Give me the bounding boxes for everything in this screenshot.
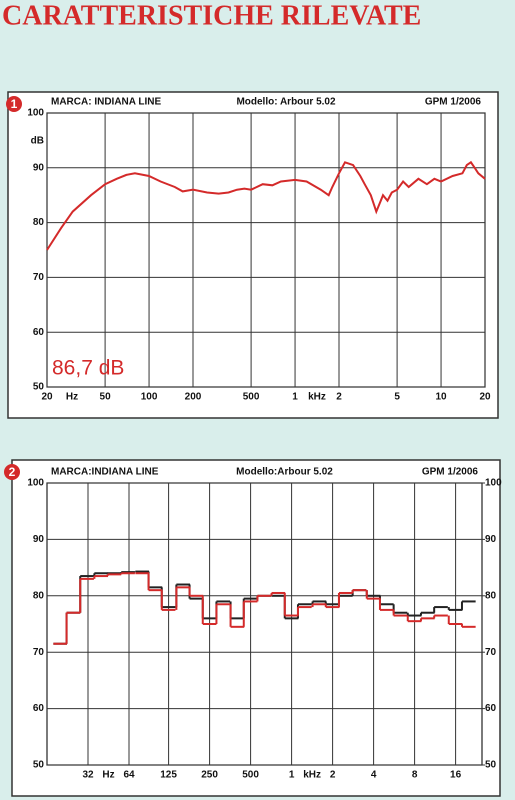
- badge-circle: [6, 96, 22, 112]
- badge: 1: [11, 97, 18, 111]
- badge-circle: [4, 464, 20, 480]
- x-unit: kHz: [308, 392, 326, 403]
- y-tick-label: 50: [33, 760, 45, 771]
- y2-tick-label: 60: [485, 703, 497, 714]
- y-tick-label: 50: [33, 382, 45, 393]
- page-title: CARATTERISTICHE RILEVATE: [2, 0, 421, 31]
- x-tick-label: 20: [41, 392, 53, 403]
- x-tick-label: 20: [479, 392, 491, 403]
- x-tick-label: 100: [141, 392, 158, 403]
- brand: MARCA:INDIANA LINE: [51, 467, 159, 478]
- plot-area: [46, 482, 483, 766]
- source: GPM 1/2006: [425, 97, 482, 108]
- x-tick-label: 2: [336, 392, 342, 403]
- y-tick-label: 100: [27, 478, 44, 489]
- plot-area: [46, 112, 486, 388]
- y-tick-label: 80: [33, 217, 45, 228]
- y-tick-label: 70: [33, 647, 45, 658]
- x-tick-label: 64: [123, 770, 135, 781]
- y-unit: dB: [31, 136, 44, 147]
- x-tick-label: 2: [330, 770, 336, 781]
- y2-tick-label: 80: [485, 590, 497, 601]
- x-unit: Hz: [102, 770, 114, 781]
- x-tick-label: 50: [100, 392, 112, 403]
- y-tick-label: 90: [33, 162, 45, 173]
- y2-tick-label: 100: [485, 478, 502, 489]
- x-tick-label: 500: [242, 770, 259, 781]
- x-tick-label: 8: [412, 770, 418, 781]
- x-tick-label: 5: [394, 392, 400, 403]
- y2-tick-label: 50: [485, 760, 497, 771]
- x-tick-label: 10: [435, 392, 447, 403]
- y-tick-label: 90: [33, 534, 45, 545]
- x-tick-label: 125: [160, 770, 177, 781]
- x-tick-label: 250: [201, 770, 218, 781]
- annotation: 86,7 dB: [52, 357, 124, 380]
- badge: 2: [9, 465, 16, 479]
- x-unit: kHz: [303, 770, 321, 781]
- model: Modello: Arbour 5.02: [236, 97, 336, 108]
- x-tick-label: 200: [185, 392, 202, 403]
- y-tick-label: 100: [27, 108, 44, 119]
- model: Modello:Arbour 5.02: [236, 467, 333, 478]
- x-tick-label: 1: [292, 392, 298, 403]
- y-tick-label: 70: [33, 272, 45, 283]
- x-tick-label: 1: [289, 770, 295, 781]
- y-tick-label: 60: [33, 703, 45, 714]
- y2-tick-label: 70: [485, 647, 497, 658]
- response-line: [46, 160, 486, 251]
- source: GPM 1/2006: [422, 467, 479, 478]
- y-tick-label: 80: [33, 590, 45, 601]
- x-tick-label: 32: [82, 770, 94, 781]
- x-tick-label: 4: [371, 770, 377, 781]
- y2-tick-label: 90: [485, 534, 497, 545]
- x-tick-label: 500: [243, 392, 260, 403]
- brand: MARCA: INDIANA LINE: [51, 97, 162, 108]
- y-tick-label: 60: [33, 327, 45, 338]
- x-tick-label: 16: [450, 770, 462, 781]
- x-unit: Hz: [66, 392, 78, 403]
